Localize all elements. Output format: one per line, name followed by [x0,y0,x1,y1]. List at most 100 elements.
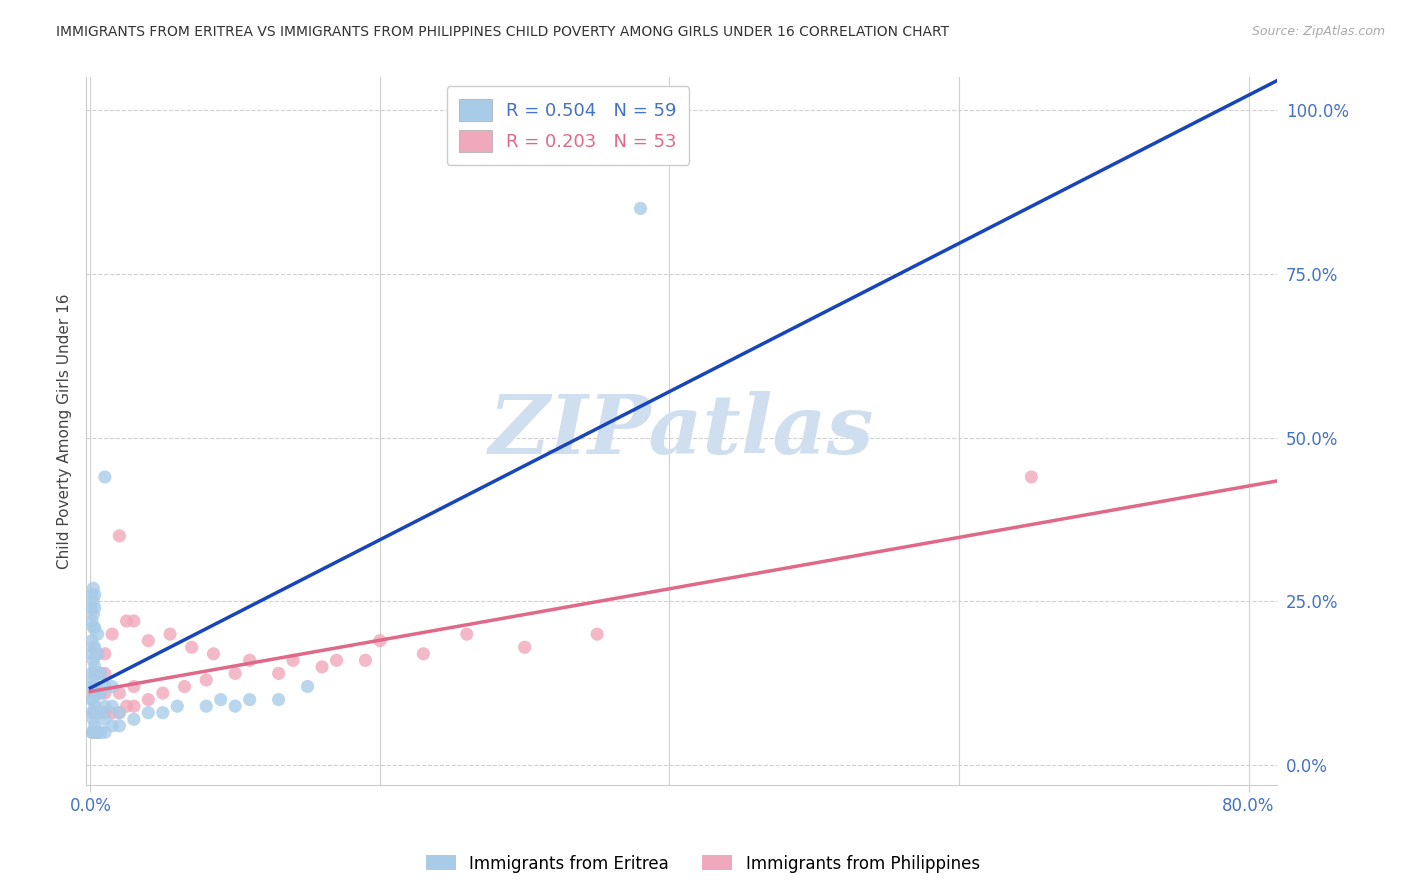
Point [86,686,108,700]
Point [630,202,652,216]
Point [82,725,104,739]
Point [195,673,218,687]
Point [82,621,104,635]
Point [83,640,105,655]
Text: IMMIGRANTS FROM ERITREA VS IMMIGRANTS FROM PHILIPPINES CHILD POVERTY AMONG GIRLS: IMMIGRANTS FROM ERITREA VS IMMIGRANTS FR… [56,25,949,39]
Point [82,712,104,726]
Point [94,699,117,714]
Point [152,686,174,700]
Point [84,706,107,720]
Point [209,692,232,706]
Point [159,627,181,641]
Point [94,647,117,661]
Point [82,582,104,596]
Point [94,686,117,700]
Point [325,653,347,667]
Point [84,725,107,739]
Point [80,588,103,602]
Point [82,594,104,608]
Point [80,633,103,648]
Point [136,633,159,648]
Point [86,725,108,739]
Point [195,699,218,714]
Point [86,706,108,720]
Point [83,706,105,720]
Point [86,686,108,700]
Text: ZIPatlas: ZIPatlas [489,391,875,471]
Point [82,692,104,706]
Point [101,680,124,694]
Point [90,666,112,681]
Point [115,614,138,628]
Point [94,470,117,484]
Point [83,699,105,714]
Point [108,719,131,733]
Point [166,699,188,714]
Point [90,686,112,700]
Point [83,601,105,615]
Point [82,673,104,687]
Point [108,686,131,700]
Point [101,627,124,641]
Text: Source: ZipAtlas.com: Source: ZipAtlas.com [1251,25,1385,38]
Point [80,601,103,615]
Point [80,725,103,739]
Point [86,666,108,681]
Point [80,647,103,661]
Point [86,666,108,681]
Point [311,660,333,674]
Point [82,706,104,720]
Point [80,614,103,628]
Point [108,706,131,720]
Point [136,706,159,720]
Point [90,666,112,681]
Point [368,633,391,648]
Point [297,680,319,694]
Point [122,680,145,694]
Point [513,640,536,655]
Point [83,666,105,681]
Point [90,725,112,739]
Point [94,680,117,694]
Point [122,712,145,726]
Point [412,647,434,661]
Point [1021,470,1043,484]
Point [90,686,112,700]
Point [94,712,117,726]
Point [90,706,112,720]
Point [136,692,159,706]
Legend: R = 0.504   N = 59, R = 0.203   N = 53: R = 0.504 N = 59, R = 0.203 N = 53 [447,87,689,165]
Point [80,666,103,681]
Point [456,627,478,641]
Point [82,653,104,667]
Point [83,686,105,700]
Point [86,725,108,739]
Point [281,653,304,667]
Point [239,692,262,706]
Point [173,680,195,694]
Point [267,692,290,706]
Point [86,647,108,661]
Point [86,627,108,641]
Point [122,699,145,714]
Point [354,653,377,667]
Point [586,627,609,641]
Point [267,666,290,681]
Point [84,686,107,700]
Point [90,706,112,720]
Point [239,653,262,667]
Point [152,706,174,720]
Point [83,621,105,635]
Point [180,640,202,655]
Point [83,719,105,733]
Point [82,640,104,655]
Point [83,725,105,739]
Point [86,647,108,661]
Point [94,706,117,720]
Y-axis label: Child Poverty Among Girls Under 16: Child Poverty Among Girls Under 16 [58,293,72,569]
Point [82,725,104,739]
Point [80,692,103,706]
Point [101,706,124,720]
Point [83,660,105,674]
Point [224,666,246,681]
